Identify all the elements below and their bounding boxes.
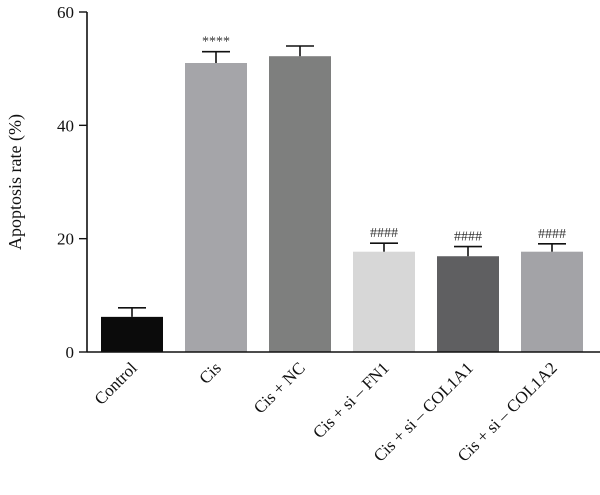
annotation-5: ####	[454, 230, 482, 245]
y-tick-label-40: 40	[57, 116, 74, 135]
bar-4	[353, 251, 415, 352]
y-tick-label-60: 60	[57, 3, 74, 22]
annotations-group: **** #### #### ####	[202, 35, 566, 245]
bar-6	[521, 251, 583, 352]
category-label-1: Control	[91, 358, 141, 408]
annotation-4: ####	[370, 226, 398, 241]
annotation-2: ****	[202, 35, 230, 50]
bar-3	[269, 56, 331, 352]
y-tick-label-20: 20	[57, 230, 74, 249]
category-label-3: Cis + NC	[250, 358, 309, 417]
category-label-2: Cis	[195, 358, 224, 387]
category-label-4: Cis + si – FN1	[309, 358, 393, 442]
bar-1	[101, 316, 163, 352]
bar-5	[437, 256, 499, 352]
annotation-6: ####	[538, 227, 566, 242]
error-bars-group	[118, 45, 566, 317]
y-ticks-group: 0 20 40 60	[57, 3, 87, 362]
bars-group	[101, 56, 583, 352]
bar-2	[185, 63, 247, 352]
y-tick-label-0: 0	[66, 343, 75, 362]
y-axis-title: Apoptosis rate (%)	[5, 114, 26, 250]
